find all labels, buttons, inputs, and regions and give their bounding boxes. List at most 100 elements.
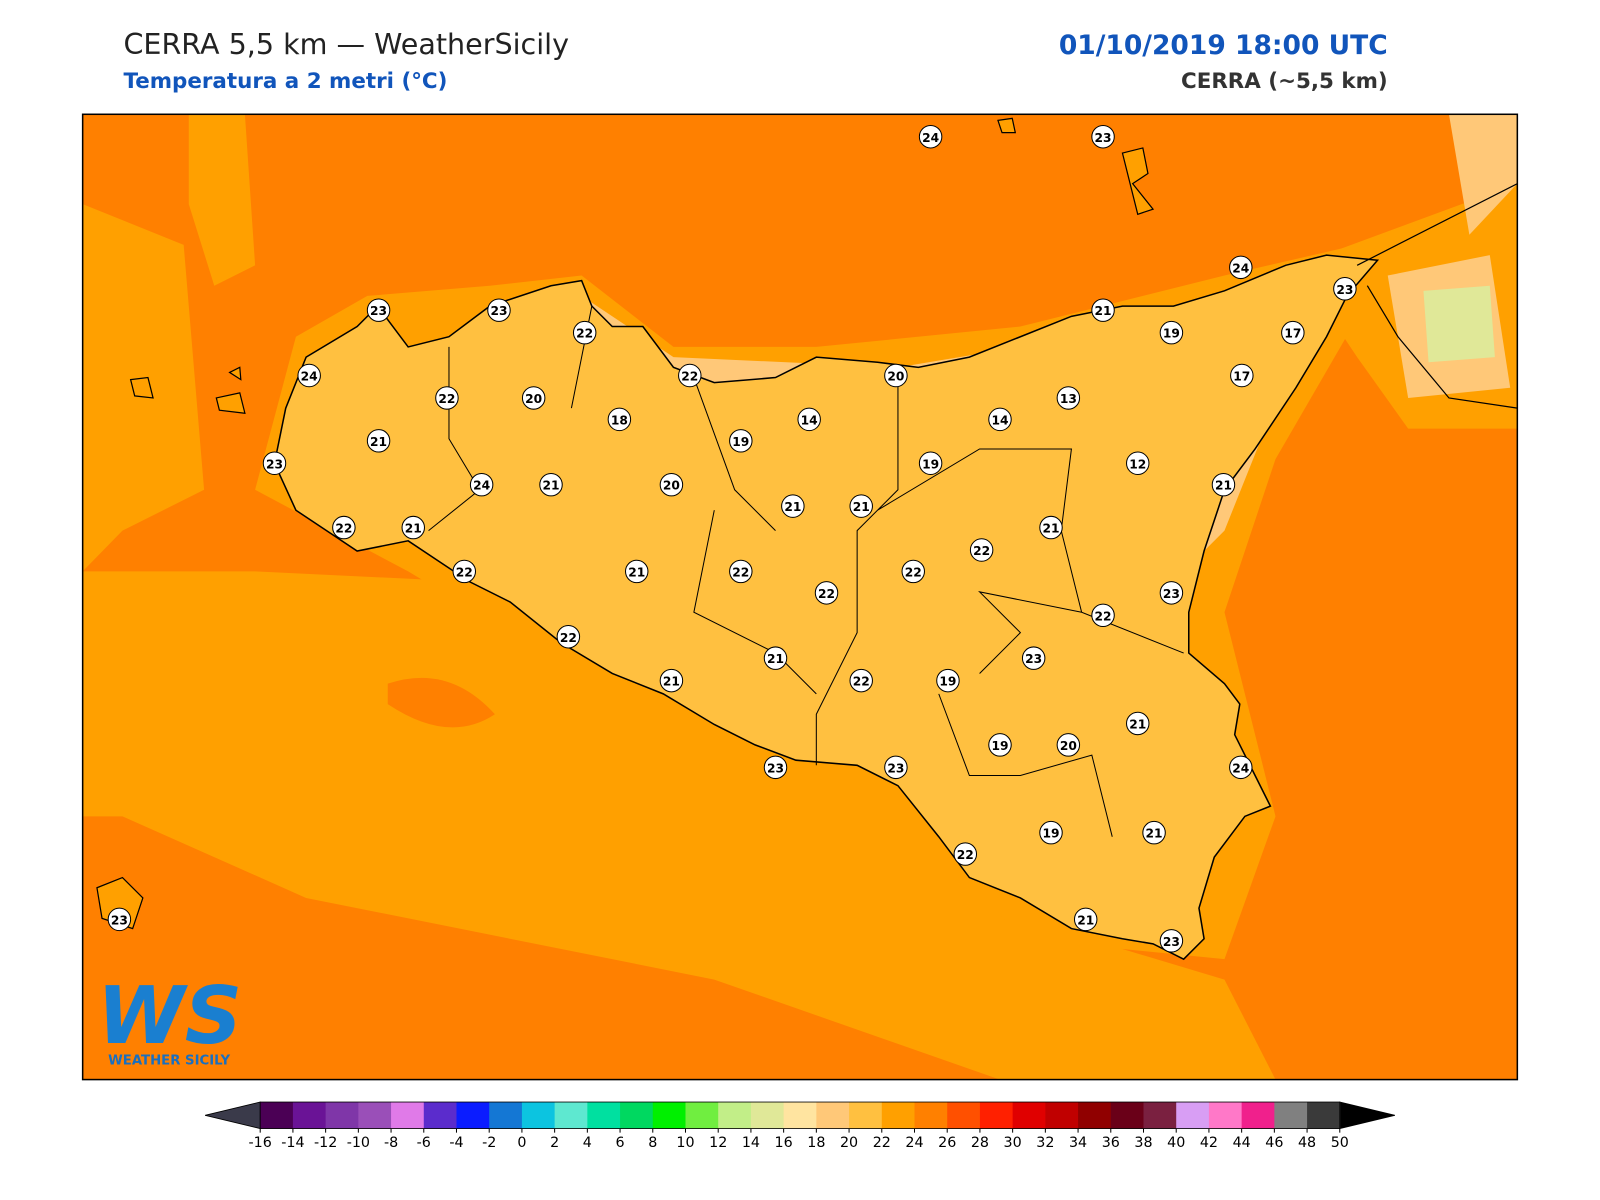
station-marker xyxy=(1159,929,1184,953)
colorbar-segment xyxy=(685,1102,719,1129)
station-marker xyxy=(729,559,753,584)
station-value: 21 xyxy=(767,652,784,666)
colorbar-segment xyxy=(423,1102,458,1129)
colorbar-tick-label: 18 xyxy=(807,1135,825,1151)
station-value: 22 xyxy=(1095,609,1112,623)
colorbar-tick-label: 12 xyxy=(709,1135,727,1151)
station-marker xyxy=(918,124,943,149)
station-marker xyxy=(1229,755,1253,780)
logo-mark: WS xyxy=(97,969,242,1062)
station-value: 22 xyxy=(957,848,974,862)
station-marker xyxy=(572,320,597,345)
station-value: 19 xyxy=(939,675,956,689)
station-value: 22 xyxy=(818,587,835,601)
colorbar-segment xyxy=(358,1102,392,1129)
station-value: 17 xyxy=(1233,370,1250,384)
station-marker xyxy=(1039,820,1063,845)
colorbar-segment xyxy=(947,1102,981,1129)
station-marker xyxy=(452,559,477,584)
colorbar-segment xyxy=(652,1102,687,1129)
station-value: 23 xyxy=(1163,935,1180,949)
station-value: 23 xyxy=(490,304,507,318)
stations: 24 23 24 23 23 23 22 21 19 17 24 22 20 22 20 17 13 18 14 14… xyxy=(107,124,1357,953)
colorbar-tick-label: 16 xyxy=(775,1135,793,1151)
colorbar-tick-label: -10 xyxy=(347,1135,370,1151)
station-value: 20 xyxy=(887,370,904,384)
station-marker xyxy=(1073,907,1098,932)
colorbar-segment xyxy=(260,1102,294,1129)
station-value: 22 xyxy=(335,522,352,536)
station-value: 22 xyxy=(732,565,749,579)
station-value: 24 xyxy=(1232,261,1249,275)
station-value: 14 xyxy=(801,413,818,427)
station-marker xyxy=(487,298,511,322)
colorbar-tick-label: -6 xyxy=(417,1135,431,1151)
station-value: 19 xyxy=(1042,827,1059,841)
colorbar-tick-label: 4 xyxy=(583,1135,592,1151)
colorbar-tick-label: 38 xyxy=(1134,1135,1152,1151)
station-value: 21 xyxy=(1095,304,1112,318)
station-value: 21 xyxy=(628,565,645,579)
station-marker xyxy=(624,559,649,584)
colorbar-frame xyxy=(259,1101,1341,1129)
subtitle: Temperatura a 2 metri (°C) xyxy=(123,69,447,94)
station-marker xyxy=(1056,386,1081,410)
station-value: 24 xyxy=(473,479,490,493)
station-marker xyxy=(1281,320,1305,345)
colorbar-segment xyxy=(914,1102,948,1129)
station-value: 20 xyxy=(1060,739,1077,753)
station-value: 19 xyxy=(732,435,749,449)
station-marker xyxy=(262,451,287,475)
station-marker xyxy=(1056,733,1081,757)
colorbar-tick-label: 40 xyxy=(1167,1135,1185,1151)
station-value: 12 xyxy=(1129,457,1146,471)
colorbar-segment xyxy=(1176,1102,1210,1129)
station-marker xyxy=(1091,298,1115,322)
colorbar-tick-label: -2 xyxy=(482,1135,496,1151)
station-marker xyxy=(988,733,1012,757)
station-value: 21 xyxy=(370,435,387,449)
station-value: 23 xyxy=(266,457,283,471)
colorbar-under xyxy=(205,1101,261,1130)
colorbar-segment xyxy=(292,1102,327,1129)
datetime: 01/10/2019 18:00 UTC xyxy=(1059,30,1388,61)
colorbar-segment xyxy=(521,1102,556,1129)
station-marker xyxy=(884,363,908,388)
colorbar-segment xyxy=(750,1102,785,1129)
station-marker xyxy=(659,668,684,693)
colorbar-segment xyxy=(1078,1102,1112,1129)
station-marker xyxy=(678,363,702,388)
model: CERRA (~5,5 km) xyxy=(1181,69,1388,94)
calabria-mild xyxy=(1448,114,1518,235)
colorbar-tick-label: 44 xyxy=(1233,1135,1251,1151)
station-marker xyxy=(781,494,805,518)
station-marker xyxy=(1333,277,1357,301)
colorbar-segment xyxy=(979,1102,1014,1129)
station-marker xyxy=(953,842,978,866)
station-value: 22 xyxy=(853,675,870,689)
station-value: 22 xyxy=(560,631,577,645)
map xyxy=(82,114,1518,1080)
station-marker xyxy=(814,581,839,605)
station-marker xyxy=(763,646,788,670)
station-marker xyxy=(797,407,821,432)
colorbar-segment xyxy=(849,1102,883,1129)
station-marker xyxy=(1211,472,1236,497)
station-value: 23 xyxy=(767,761,784,775)
station-marker xyxy=(297,363,321,388)
station-value: 21 xyxy=(1146,827,1163,841)
colorbar-tick-label: 22 xyxy=(873,1135,891,1151)
station-marker xyxy=(435,386,459,410)
station-marker xyxy=(607,407,632,432)
colorbar-tick-label: 46 xyxy=(1265,1135,1283,1151)
colorbar-tick-label: 10 xyxy=(676,1135,694,1151)
colorbar: -16 -14 -12 -10 -8 -6 -4 -2 0 2 4 6 8 10 12 14 16 18 20 22 2… xyxy=(205,1101,1395,1151)
colorbar-tick-label: 8 xyxy=(648,1135,657,1151)
station-marker xyxy=(1126,711,1150,736)
title: CERRA 5,5 km — WeatherSicily xyxy=(123,27,569,61)
colorbar-segment xyxy=(1208,1102,1243,1129)
station-marker xyxy=(366,298,391,322)
colorbar-tick-label: 0 xyxy=(517,1135,526,1151)
station-value: 22 xyxy=(576,327,593,341)
